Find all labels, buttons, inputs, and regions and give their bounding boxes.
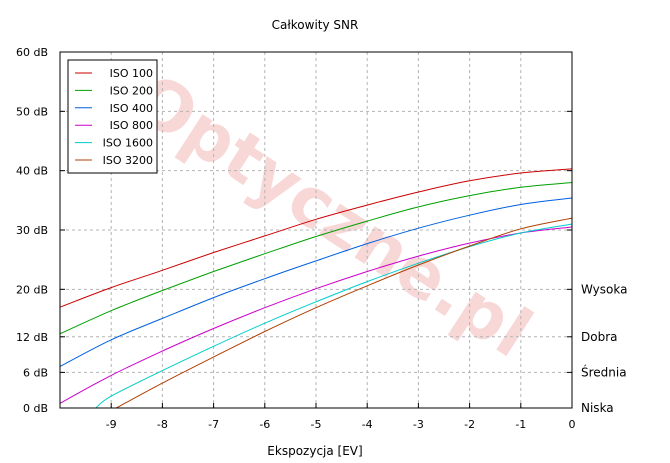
x-axis-label: Ekspozycja [EV]: [267, 444, 362, 458]
quality-label: Dobra: [581, 330, 618, 344]
series-line: [116, 217, 572, 408]
quality-label: Niska: [581, 401, 614, 415]
x-tick-label: -8: [157, 418, 168, 431]
quality-labels: Wysoka Dobra Średnia Niska: [581, 282, 627, 415]
legend-label: ISO 400: [110, 102, 153, 115]
legend-label: ISO 100: [110, 67, 153, 80]
x-tick-label: -2: [464, 418, 475, 431]
x-tick-label: -1: [515, 418, 526, 431]
legend-label: ISO 800: [110, 119, 153, 132]
y-tick-label: 60 dB: [16, 46, 48, 59]
series-line: [60, 168, 572, 308]
y-tick-label: 40 dB: [16, 165, 48, 178]
quality-label: Średnia: [581, 364, 627, 379]
watermark: Optyczne.pl: [120, 59, 545, 373]
series-line: [60, 182, 572, 335]
x-tick-label: -4: [362, 418, 373, 431]
series-line: [95, 223, 572, 408]
x-tick-label: -7: [208, 418, 219, 431]
y-tick-label: 6 dB: [23, 366, 48, 379]
series-layer: [60, 168, 572, 408]
legend-label: ISO 3200: [103, 154, 153, 167]
series-line: [60, 197, 572, 367]
x-tick-label: -5: [311, 418, 322, 431]
y-tick-label: 50 dB: [16, 105, 48, 118]
grid: [60, 52, 572, 408]
series-line: [60, 226, 572, 404]
y-tick-label: 30 dB: [16, 224, 48, 237]
y-tick-label: 0 dB: [23, 402, 48, 415]
y-tick-label: 12 dB: [16, 331, 48, 344]
legend: ISO 100 ISO 200 ISO 400 ISO 800 ISO 1600 ISO …: [67, 59, 158, 174]
chart-title: Całkowity SNR: [272, 18, 359, 32]
y-tick-label: 20 dB: [16, 283, 48, 296]
x-tick-label: 0: [569, 418, 576, 431]
x-tick-label: -9: [106, 418, 117, 431]
quality-label: Wysoka: [581, 282, 627, 296]
legend-label: ISO 1600: [103, 137, 153, 150]
y-axis: 0 dB 6 dB 12 dB 20 dB 30 dB 40 dB 50 dB 60 dB: [16, 46, 572, 415]
x-tick-label: -3: [413, 418, 424, 431]
x-tick-label: -6: [259, 418, 270, 431]
legend-label: ISO 200: [110, 84, 153, 97]
x-axis: -9 -8 -7 -6 -5 -4 -3 -2 -1 0: [106, 403, 576, 431]
legend-box: [67, 59, 158, 174]
